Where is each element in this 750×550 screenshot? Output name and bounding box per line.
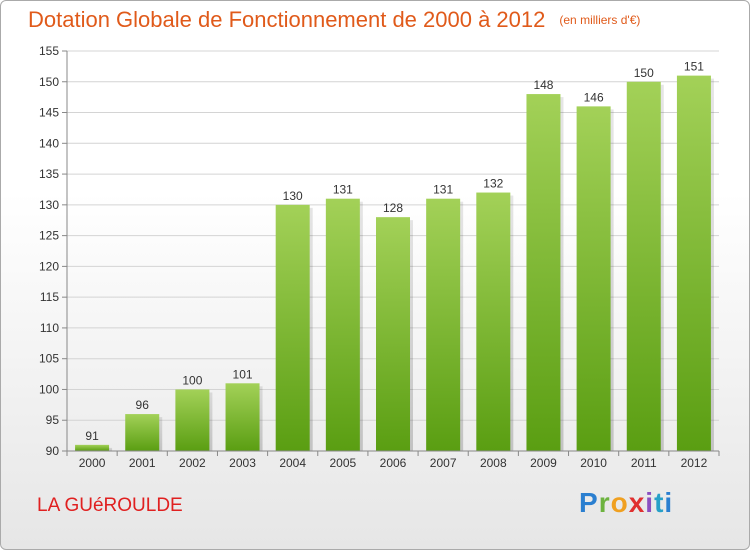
bar <box>225 383 260 451</box>
bar <box>576 106 611 451</box>
x-tick-label: 2004 <box>279 456 306 470</box>
y-tick-label: 95 <box>46 413 60 427</box>
logo-letter: o <box>610 487 629 518</box>
bar <box>175 389 210 451</box>
data-label: 131 <box>333 183 353 197</box>
bar <box>75 444 110 451</box>
bar <box>476 192 511 452</box>
data-label: 96 <box>136 398 150 412</box>
data-label: 150 <box>634 66 654 80</box>
data-label: 128 <box>383 201 403 215</box>
proxiti-logo: Proxiti <box>579 487 673 519</box>
bars: 91 96 100 101 130 131 128 131 132 148 146 150 151 <box>75 60 714 452</box>
x-tick-label: 2006 <box>380 456 407 470</box>
logo-letter: P <box>579 487 599 518</box>
y-tick-label: 135 <box>39 167 59 181</box>
x-tick-label: 2009 <box>530 456 557 470</box>
y-tick-label: 90 <box>46 444 60 458</box>
logo-letter: i <box>664 487 674 518</box>
x-tick-label: 2002 <box>179 456 206 470</box>
y-tick-label: 130 <box>39 198 59 212</box>
bar <box>125 414 160 451</box>
data-label: 148 <box>533 78 553 92</box>
x-tick-label: 2011 <box>631 456 657 470</box>
x-tick-label: 2001 <box>129 456 156 470</box>
y-tick-label: 140 <box>39 136 59 150</box>
x-tick-label: 2003 <box>229 456 256 470</box>
logo-letter: x <box>628 487 646 518</box>
data-label: 146 <box>584 90 604 104</box>
bar <box>275 204 310 451</box>
chart-subtitle: (en milliers d'€) <box>559 13 641 27</box>
axes: 90 95 100 105 110 115 120 125 130 135 140 145 150 155… <box>39 44 720 470</box>
y-tick-label: 155 <box>39 44 59 58</box>
bar <box>676 75 711 451</box>
data-label: 132 <box>483 177 503 191</box>
data-label: 151 <box>684 60 704 74</box>
x-tick-label: 2005 <box>329 456 356 470</box>
data-label: 91 <box>85 429 99 443</box>
y-tick-label: 150 <box>39 75 59 89</box>
chart-title-text: Dotation Globale de Fonctionnement de 20… <box>28 7 546 32</box>
data-label: 101 <box>233 367 253 381</box>
x-tick-label: 2008 <box>480 456 507 470</box>
y-tick-label: 110 <box>40 321 59 335</box>
y-tick-label: 145 <box>39 106 59 120</box>
logo-letter: i <box>645 487 655 518</box>
data-label: 130 <box>283 189 303 203</box>
logo-letter: r <box>598 487 611 518</box>
chart-title: Dotation Globale de Fonctionnement de 20… <box>28 7 640 33</box>
logo-letter: t <box>654 487 665 518</box>
x-tick-label: 2007 <box>430 456 457 470</box>
data-label: 131 <box>433 183 453 197</box>
bar <box>626 81 661 452</box>
bar <box>526 94 561 452</box>
x-tick-label: 2000 <box>79 456 106 470</box>
y-tick-label: 120 <box>39 259 59 273</box>
bar <box>426 198 461 451</box>
y-tick-label: 115 <box>40 290 59 304</box>
bar <box>376 217 410 451</box>
x-tick-label: 2010 <box>580 456 607 470</box>
y-tick-label: 125 <box>39 229 59 243</box>
data-label: 100 <box>182 373 202 387</box>
x-tick-label: 2012 <box>681 456 708 470</box>
commune-name: LA GUéROULDE <box>37 495 183 516</box>
bar <box>325 198 360 451</box>
y-tick-label: 100 <box>39 382 59 396</box>
y-tick-label: 105 <box>39 352 59 366</box>
